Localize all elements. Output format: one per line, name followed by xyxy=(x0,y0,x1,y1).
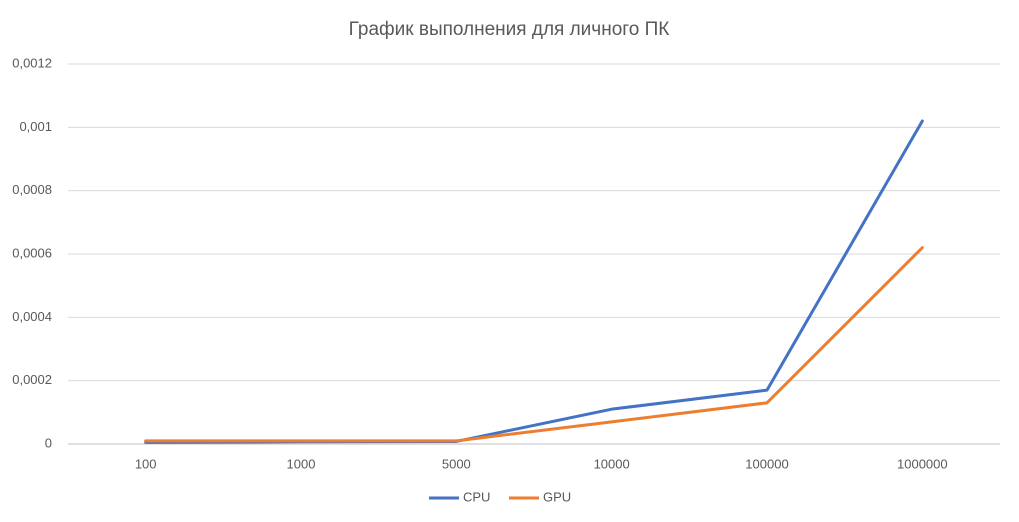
y-tick-label: 0,0012 xyxy=(12,55,52,70)
y-tick-label: 0,0008 xyxy=(12,182,52,197)
y-tick-label: 0,0002 xyxy=(12,372,52,387)
x-tick-label: 100000 xyxy=(745,456,788,471)
y-tick-label: 0,001 xyxy=(19,119,52,134)
x-tick-label: 1000000 xyxy=(897,456,948,471)
legend-label: GPU xyxy=(543,489,571,504)
series-line xyxy=(144,246,924,443)
x-tick-label: 1000 xyxy=(287,456,316,471)
y-tick-label: 0,0006 xyxy=(12,245,52,260)
chart-title: График выполнения для личного ПК xyxy=(349,19,670,40)
legend-label: CPU xyxy=(463,489,490,504)
y-tick-label: 0 xyxy=(45,435,52,450)
y-tick-label: 0,0004 xyxy=(12,309,52,324)
x-tick-label: 100 xyxy=(135,456,157,471)
x-tick-label: 5000 xyxy=(442,456,471,471)
x-tick-label: 10000 xyxy=(594,456,630,471)
